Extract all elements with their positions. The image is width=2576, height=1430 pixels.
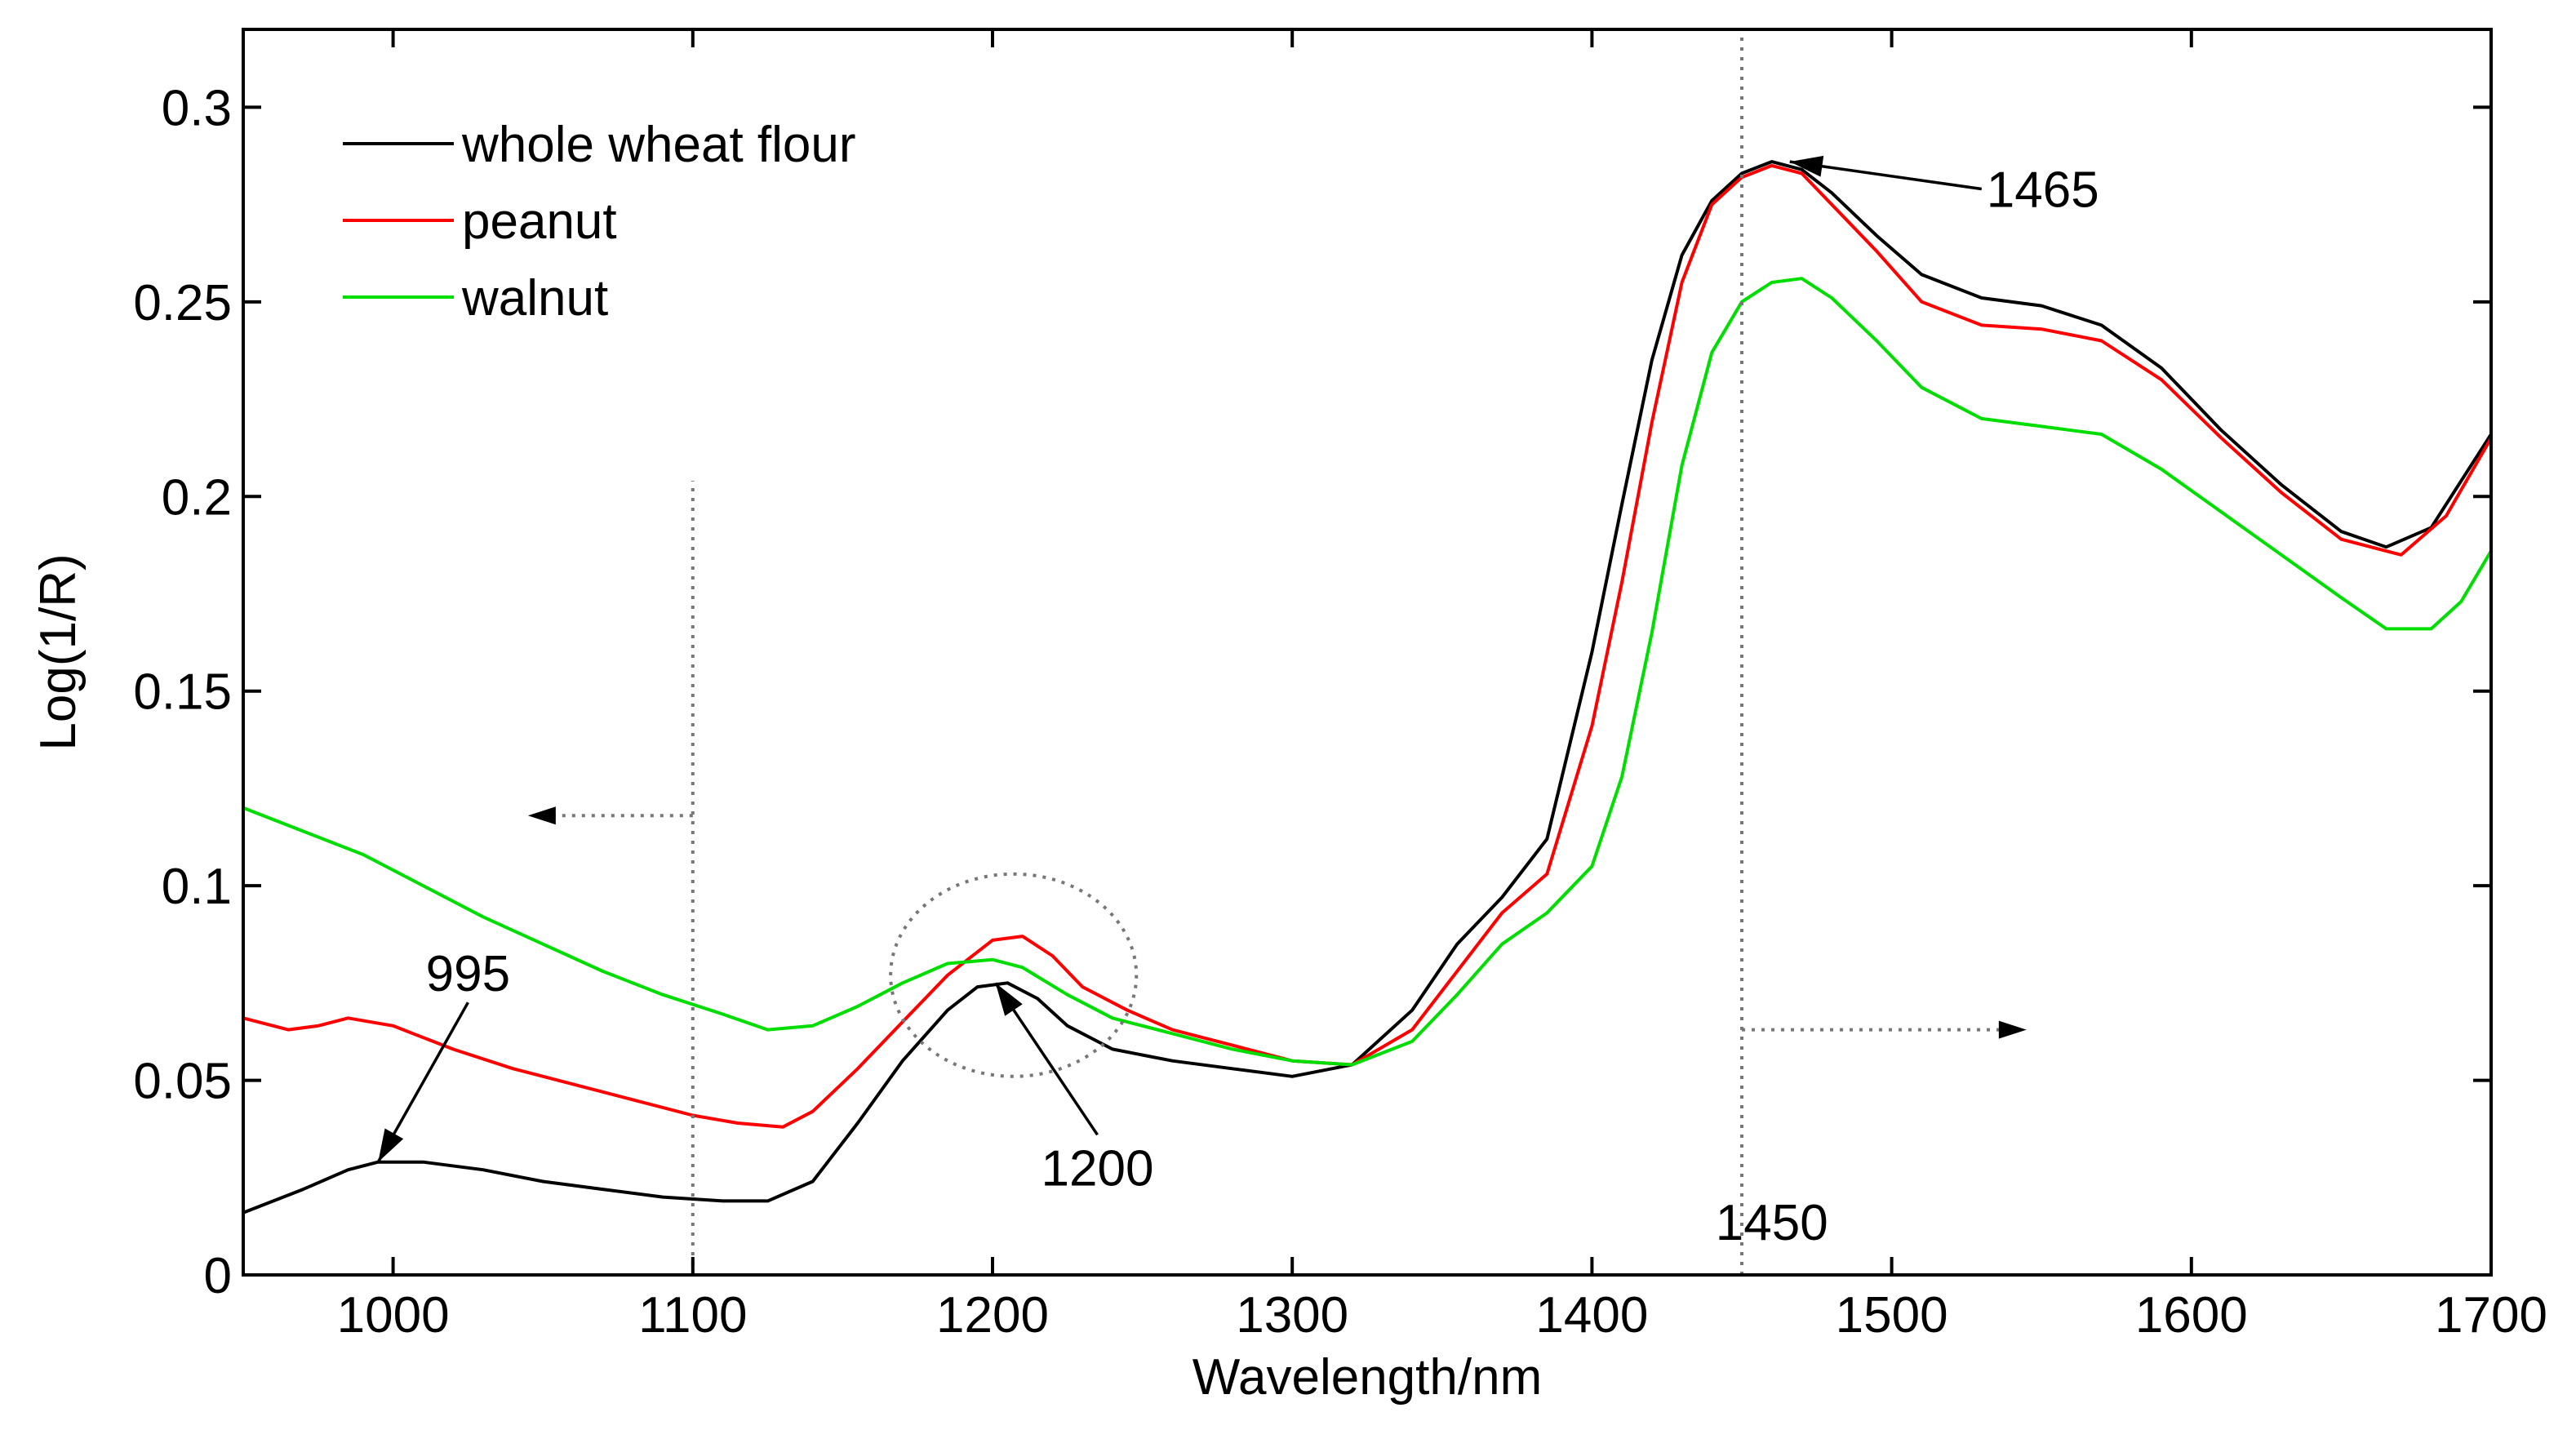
- y-tick-label: 0.25: [133, 275, 232, 331]
- x-tick-label: 1200: [936, 1287, 1049, 1343]
- peak-1200-arrow-head: [995, 983, 1023, 1016]
- annotations: 995 1200 1465 1450: [376, 155, 2099, 1251]
- x-tick-label: 1500: [1836, 1287, 1948, 1343]
- legend-label-whole-wheat-flour: whole wheat flour: [461, 117, 856, 173]
- legend-label-peanut: peanut: [462, 193, 617, 250]
- y-axis-title: Log(1/R): [30, 553, 87, 750]
- axis-ticks: 1000 1100 1200 1300 1400 1500 1600 1700 0 0.05 0.1…: [133, 29, 2547, 1343]
- x-tick-label: 1600: [2135, 1287, 2248, 1343]
- peak-995-label: 995: [426, 946, 510, 1002]
- peak-995-arrow-head: [378, 1128, 404, 1162]
- highlight-circle: [889, 872, 1139, 1078]
- x-tick-label: 1300: [1236, 1287, 1348, 1343]
- x-tick-label: 1000: [337, 1287, 450, 1343]
- y-tick-label: 0.3: [162, 80, 232, 136]
- x-axis-title: Wavelength/nm: [1193, 1349, 1542, 1406]
- reference-lines: [691, 29, 1743, 1275]
- y-tick-label: 0: [204, 1248, 232, 1304]
- line-1450-label: 1450: [1716, 1195, 1828, 1251]
- y-tick-label: 0.2: [162, 469, 232, 526]
- series-line-walnut: [242, 277, 2493, 1067]
- left-region-arrow-head: [527, 806, 556, 825]
- series-line-whole-wheat-flour: [242, 160, 2493, 1215]
- peak-1200-label: 1200: [1042, 1140, 1154, 1197]
- x-tick-label: 1100: [638, 1287, 747, 1343]
- legend-label-walnut: walnut: [461, 270, 608, 326]
- x-tick-label: 1400: [1535, 1287, 1648, 1343]
- peak-1465-arrow-head: [1789, 155, 1824, 177]
- series-line-peanut: [242, 163, 2493, 1129]
- y-tick-label: 0.15: [133, 664, 232, 721]
- series-lines: [242, 160, 2493, 1215]
- peak-1465-label: 1465: [1987, 162, 2099, 219]
- y-tick-label: 0.1: [162, 859, 232, 915]
- y-tick-label: 0.05: [133, 1054, 232, 1110]
- plot-frame: [242, 28, 2493, 1277]
- right-region-arrow-head: [1998, 1020, 2027, 1039]
- x-tick-label: 1700: [2435, 1287, 2547, 1343]
- legend: whole wheat flour peanut walnut: [343, 117, 856, 326]
